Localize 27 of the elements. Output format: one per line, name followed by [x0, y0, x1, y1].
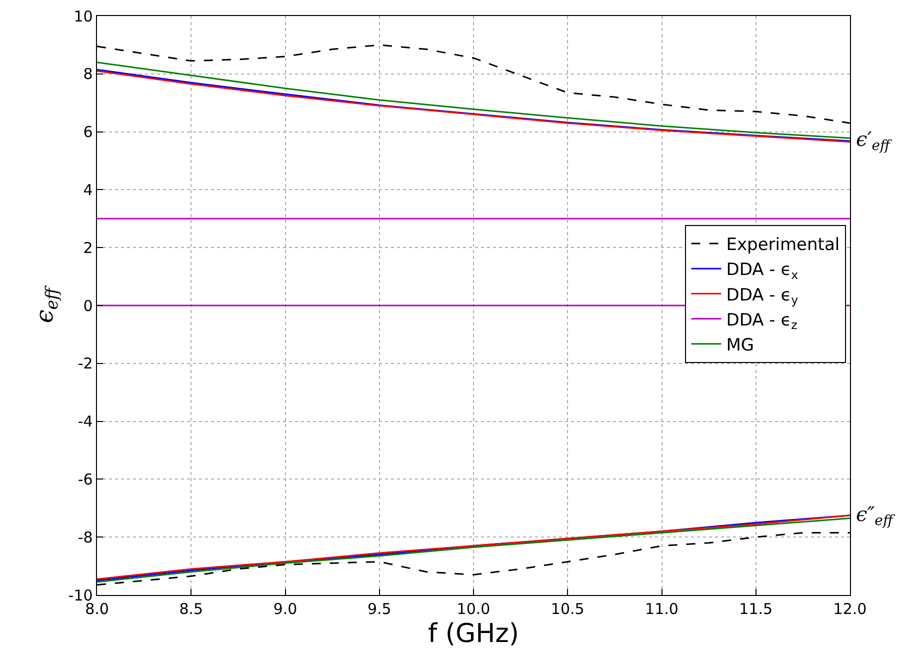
y-tick-label: 2 [83, 238, 93, 257]
x-axis-title: f (GHz) [428, 618, 520, 649]
x-tick-label: 10.5 [550, 600, 584, 618]
y-tick-label: 0 [83, 296, 93, 315]
annotation: ϵ″$_{eff}$ [856, 502, 895, 530]
y-tick-label: 4 [83, 180, 93, 199]
legend-label: DDA - ϵ$_{z}$ [726, 310, 798, 332]
x-tick-label: 11.0 [645, 600, 678, 618]
x-tick-label: 10.0 [456, 600, 490, 618]
legend-label: MG [726, 336, 754, 356]
y-tick-label: 8 [83, 65, 93, 84]
x-tick-label: 12.0 [833, 600, 867, 618]
x-tick-label: 9.0 [273, 600, 298, 618]
legend-label: DDA - ϵ$_{x}$ [726, 260, 798, 282]
y-tick-label: -4 [78, 412, 93, 431]
x-tick-label: 11.5 [739, 600, 773, 618]
legend-label: DDA - ϵ$_{y}$ [726, 285, 798, 307]
y-tick-label: 10 [74, 7, 93, 26]
y-tick-label: -2 [78, 354, 93, 373]
y-tick-label: -8 [78, 528, 93, 546]
x-tick-label: 9.5 [367, 600, 392, 618]
y-tick-label: 6 [83, 123, 93, 142]
x-tick-label: 8.0 [85, 600, 109, 618]
x-tick-label: 8.5 [179, 600, 204, 618]
legend-label: Experimental [726, 235, 840, 256]
y-tick-label: -6 [78, 470, 93, 488]
annotation: ϵ′$_{eff}$ [856, 127, 892, 154]
